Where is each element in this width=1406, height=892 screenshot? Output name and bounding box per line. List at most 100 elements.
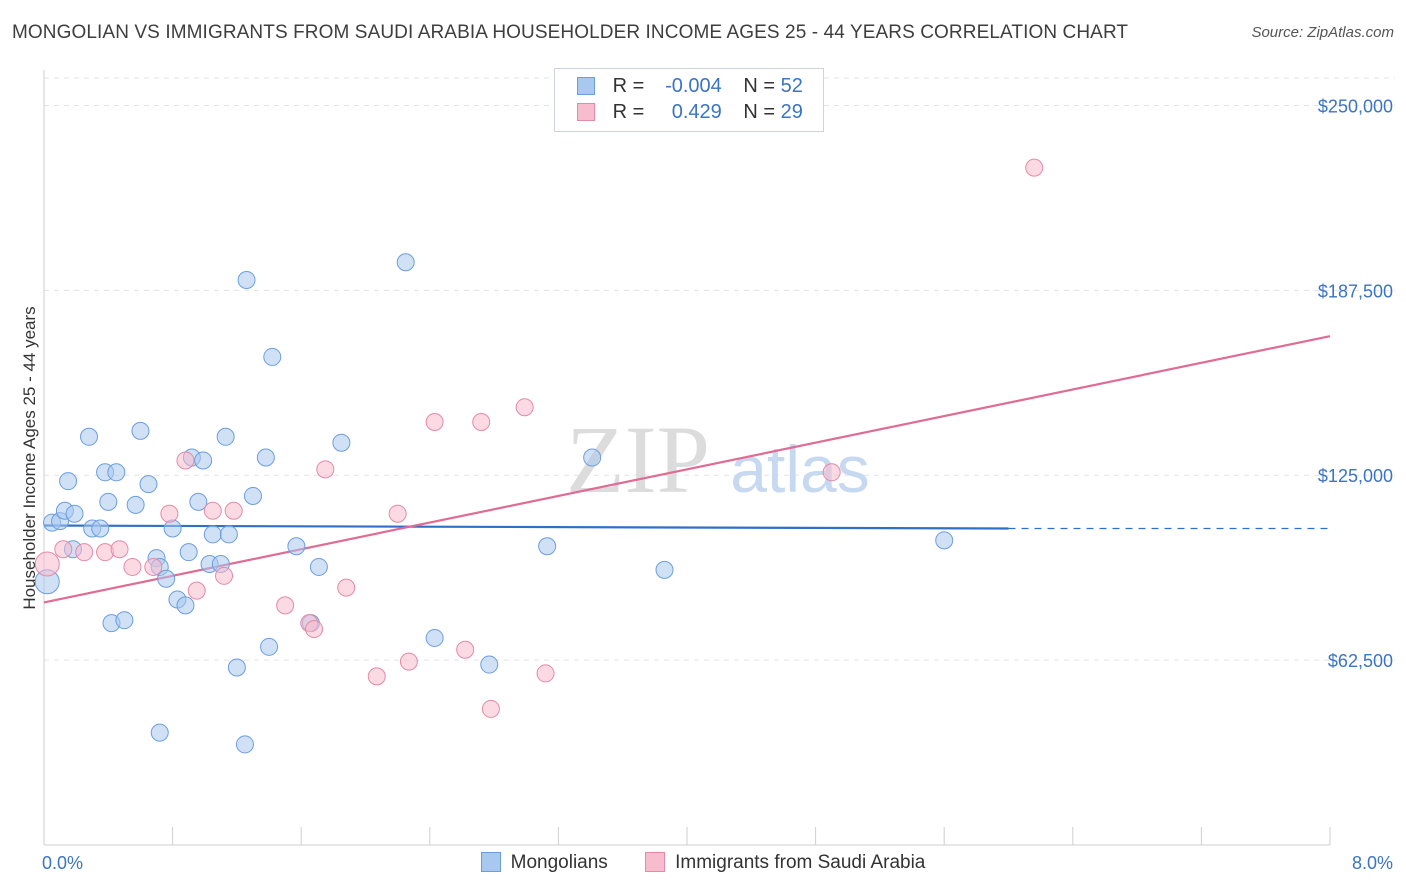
point-mongolians [91, 519, 110, 538]
point-saudi [123, 557, 142, 576]
legend-n-value: 29 [780, 101, 803, 123]
point-saudi [1025, 158, 1044, 177]
point-mongolians [655, 560, 674, 579]
point-mongolians [480, 655, 499, 674]
legend-r-value: -0.004 [665, 75, 722, 97]
point-mongolians [219, 525, 238, 544]
axes [43, 70, 1331, 846]
point-saudi [144, 557, 163, 576]
legend-n-label: N = [743, 101, 776, 123]
point-saudi [399, 652, 418, 671]
point-mongolians [425, 628, 444, 647]
point-saudi [110, 540, 129, 559]
point-mongolians [243, 486, 262, 505]
x-tick-label: 0.0% [42, 853, 83, 873]
point-mongolians [59, 472, 78, 491]
trend-line-0 [43, 524, 1009, 530]
y-axis-label-wrap: Householder Income Ages 25 - 44 years [18, 70, 42, 845]
point-saudi [34, 551, 60, 577]
y-axis-label: Householder Income Ages 25 - 44 years [20, 305, 39, 610]
x-tick-label: 8.0% [1352, 853, 1393, 873]
trend-lines [43, 335, 1331, 604]
point-saudi [515, 398, 534, 417]
point-saudi [54, 540, 73, 559]
point-saudi [215, 566, 234, 585]
point-saudi [96, 543, 115, 562]
point-mongolians [538, 537, 557, 556]
point-mongolians [287, 537, 306, 556]
series-label-saudi: Immigrants from Saudi Arabia [675, 852, 926, 873]
point-mongolians [235, 735, 254, 754]
watermark-atlas: atlas [730, 432, 869, 506]
point-mongolians [227, 658, 246, 677]
point-saudi [822, 463, 841, 482]
point-mongolians [99, 492, 118, 511]
watermark: ZIP atlas [566, 406, 870, 513]
chart-title: MONGOLIAN VS IMMIGRANTS FROM SAUDI ARABI… [12, 22, 1129, 43]
point-mongolians [107, 463, 126, 482]
point-saudi [337, 578, 356, 597]
point-saudi [305, 620, 324, 639]
point-mongolians [65, 504, 84, 523]
point-saudi [472, 413, 491, 432]
point-saudi [456, 640, 475, 659]
point-saudi [425, 413, 444, 432]
point-mongolians [115, 611, 134, 630]
point-mongolians [157, 569, 176, 588]
point-saudi [316, 460, 335, 479]
point-mongolians [396, 253, 415, 272]
legend-r-label: R = [612, 75, 645, 97]
series-legend-mongolians: Mongolians [480, 852, 608, 874]
y-tick-label: $250,000 [1318, 96, 1393, 116]
point-saudi [536, 664, 555, 683]
point-saudi [187, 581, 206, 600]
y-tick-label: $125,000 [1318, 466, 1393, 486]
legend-r-value: 0.429 [671, 101, 722, 123]
point-mongolians [194, 451, 213, 470]
point-saudi [176, 451, 195, 470]
legend-row-mongolians: R = -0.004 N = 52 [577, 75, 803, 99]
point-saudi [276, 596, 295, 615]
point-mongolians [263, 347, 282, 366]
point-mongolians [256, 448, 275, 467]
y-tick-label: $62,500 [1328, 651, 1393, 671]
legend-n-value: 52 [780, 75, 803, 97]
source-credit: Source: ZipAtlas.com [1251, 24, 1394, 41]
data-points [34, 158, 1044, 754]
series-legend: Mongolians Immigrants from Saudi Arabia [0, 852, 1406, 874]
series-label-mongolians: Mongolians [510, 852, 608, 873]
point-mongolians [216, 427, 235, 446]
trend-line-1 [43, 335, 1331, 604]
series-swatch-saudi [645, 852, 666, 872]
legend-r-label: R = [612, 101, 645, 123]
point-mongolians [237, 271, 256, 290]
point-saudi [481, 699, 500, 718]
point-mongolians [583, 448, 602, 467]
tick-labels: $62,500 $125,000 $187,500 $250,000 0.0% 8.0% [42, 96, 1393, 873]
legend-swatch-saudi [577, 103, 595, 121]
point-saudi [224, 501, 243, 520]
series-swatch-mongolians [480, 852, 501, 872]
point-mongolians [131, 421, 150, 440]
legend-row-saudi: R = 0.429 N = 29 [577, 101, 803, 125]
point-mongolians [126, 495, 145, 514]
point-mongolians [139, 475, 158, 494]
point-mongolians [260, 637, 279, 656]
point-mongolians [203, 525, 222, 544]
point-saudi [388, 504, 407, 523]
point-mongolians [150, 723, 169, 742]
point-mongolians [176, 596, 195, 615]
point-mongolians [332, 433, 351, 452]
point-mongolians [163, 519, 182, 538]
point-saudi [203, 501, 222, 520]
point-mongolians [80, 427, 99, 446]
point-mongolians [179, 543, 198, 562]
point-saudi [75, 543, 94, 562]
point-mongolians [935, 531, 954, 550]
y-tick-label: $187,500 [1318, 281, 1393, 301]
grid-lines [44, 77, 1395, 661]
legend-swatch-mongolians [577, 77, 595, 95]
legend-n-label: N = [743, 75, 776, 97]
point-mongolians [309, 557, 328, 576]
